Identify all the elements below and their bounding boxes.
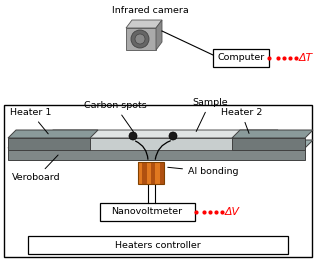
Text: Heater 1: Heater 1 [10, 108, 51, 134]
Polygon shape [126, 20, 162, 28]
Bar [138, 162, 142, 184]
Circle shape [135, 34, 145, 44]
Polygon shape [126, 28, 156, 50]
Text: Al bonding: Al bonding [168, 167, 239, 177]
Text: Infrared camera: Infrared camera [112, 6, 189, 15]
Polygon shape [156, 20, 162, 50]
Bar [142, 162, 147, 184]
Bar [147, 162, 151, 184]
Bar [138, 162, 164, 184]
Bar [160, 162, 164, 184]
Text: ΔV: ΔV [225, 207, 240, 217]
Polygon shape [8, 138, 90, 150]
Polygon shape [45, 130, 278, 138]
Polygon shape [232, 130, 313, 138]
Circle shape [131, 30, 149, 48]
Text: Carbon spots: Carbon spots [84, 101, 146, 132]
Text: Sample: Sample [192, 98, 228, 131]
Polygon shape [8, 130, 98, 138]
Polygon shape [8, 148, 305, 160]
Text: Veroboard: Veroboard [12, 155, 61, 182]
Bar [155, 162, 160, 184]
Polygon shape [232, 138, 305, 150]
Polygon shape [45, 138, 270, 150]
Text: ΔT: ΔT [299, 53, 313, 63]
Polygon shape [8, 140, 313, 148]
Bar [28, 236, 288, 254]
Text: Nanovoltmeter: Nanovoltmeter [111, 207, 182, 217]
Circle shape [129, 132, 137, 140]
Bar [4, 105, 312, 257]
Text: Heaters controller: Heaters controller [115, 240, 201, 250]
Bar [151, 162, 155, 184]
Circle shape [169, 132, 177, 140]
Bar [213, 49, 269, 67]
Text: Heater 2: Heater 2 [221, 108, 262, 133]
Text: Computer: Computer [217, 53, 265, 63]
Bar [100, 203, 195, 221]
